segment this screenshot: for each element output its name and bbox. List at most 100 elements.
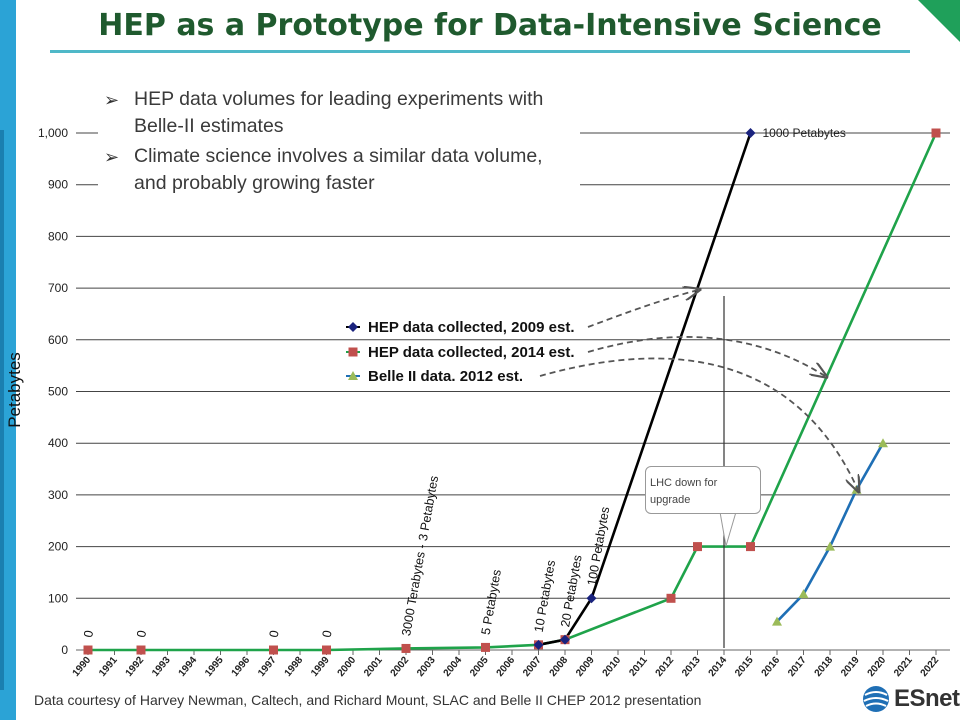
x-tick-label: 1999 (309, 655, 332, 679)
y-axis-title: Petabytes (5, 352, 24, 428)
x-tick-label: 2004 (442, 655, 465, 679)
y-tick-label: 800 (48, 229, 68, 243)
data-point (481, 642, 490, 652)
x-tick-label: 1993 (150, 655, 173, 679)
data-label: 0 (320, 629, 335, 638)
data-label: 10 Petabytes (532, 559, 558, 633)
x-tick-label: 2017 (786, 655, 809, 679)
legend-marker (348, 322, 358, 332)
x-tick-label: 2018 (813, 655, 836, 679)
data-point (322, 645, 331, 655)
y-tick-label: 0 (61, 643, 68, 657)
arrow-bullet-icon: ➢ (104, 90, 120, 110)
y-tick-label: 300 (48, 488, 68, 502)
source-footer: Data courtesy of Harvey Newman, Caltech,… (34, 692, 702, 708)
x-tick-label: 2013 (680, 655, 703, 679)
y-tick-label: 400 (48, 436, 68, 450)
legend-label: HEP data collected, 2014 est. (368, 344, 575, 361)
x-tick-label: 2001 (362, 655, 385, 679)
esnet-logo-text: ESnet (894, 685, 960, 712)
data-label: 0 (81, 629, 96, 638)
x-tick-label: 2010 (601, 655, 624, 679)
series-line (776, 442, 885, 623)
x-tick-label: 2011 (627, 655, 650, 679)
y-tick-label: 600 (48, 333, 68, 347)
data-point (931, 128, 941, 138)
data-point (560, 634, 570, 645)
data-point (745, 128, 756, 138)
legend-label: Belle II data. 2012 est. (368, 368, 523, 385)
data-point (586, 593, 597, 604)
legend-arrow (587, 290, 698, 328)
left-accent-bar (0, 0, 16, 720)
x-tick-label: 2009 (574, 655, 597, 679)
legend-marker (348, 347, 358, 357)
callout-pointer (719, 511, 737, 547)
series-line (88, 132, 938, 652)
y-tick-label: 900 (48, 178, 68, 192)
data-point (772, 616, 782, 626)
data-point (746, 542, 755, 552)
y-tick-label: 200 (48, 540, 68, 554)
series-line (538, 132, 752, 647)
bullet-item: ➢ HEP data volumes for leading experimen… (104, 86, 574, 140)
x-tick-label: 1991 (97, 655, 120, 679)
callout-line: upgrade (650, 494, 691, 506)
data-point (136, 645, 146, 655)
data-label: 5 Petabytes (479, 568, 504, 635)
esnet-globe-icon (863, 686, 889, 712)
x-tick-label: 2019 (839, 655, 862, 679)
data-point (693, 542, 702, 552)
lhc-callout: LHC down for upgrade (645, 466, 761, 514)
x-tick-label: 2012 (654, 655, 677, 679)
data-point (83, 645, 93, 655)
x-tick-label: 2007 (521, 655, 544, 679)
left-accent-stripe (0, 130, 4, 690)
y-tick-label: 100 (48, 591, 68, 605)
esnet-logo: ESnet (862, 685, 960, 713)
x-tick-label: 2021 (892, 655, 915, 679)
x-tick-label: 1995 (203, 655, 226, 679)
x-tick-label: 1998 (283, 655, 306, 679)
x-tick-label: 2020 (866, 655, 889, 679)
data-label: 0 (134, 629, 149, 638)
data-point (269, 645, 278, 655)
corner-triangle (918, 0, 960, 42)
data-label: 0 (267, 629, 282, 638)
title-underline (50, 50, 910, 53)
bullet-text: Climate science involves a similar data … (134, 145, 543, 194)
data-point (666, 593, 676, 603)
legend-marker (348, 371, 358, 380)
x-tick-label: 1992 (124, 655, 147, 679)
x-tick-label: 2000 (336, 655, 359, 679)
x-tick-label: 1994 (177, 655, 200, 679)
legend-arrow (539, 357, 858, 490)
data-point (798, 589, 809, 599)
data-label: 3000 Terabytes - 3 Petabytes (399, 475, 441, 637)
data-point (825, 541, 835, 551)
bullet-list: ➢ HEP data volumes for leading experimen… (98, 84, 580, 202)
peak-label: 1000 Petabytes (763, 126, 846, 140)
x-tick-label: 1996 (230, 655, 253, 679)
x-tick-label: 2006 (495, 655, 518, 679)
callout-line: LHC down for (650, 477, 718, 489)
y-tick-label: 700 (48, 281, 68, 295)
x-tick-label: 2022 (919, 655, 942, 679)
data-point (878, 438, 888, 448)
arrow-bullet-icon: ➢ (104, 147, 120, 167)
x-tick-label: 2016 (760, 655, 783, 679)
y-tick-label: 500 (48, 385, 68, 399)
x-tick-label: 1997 (256, 655, 279, 679)
x-tick-label: 2008 (548, 655, 571, 679)
slide-title: HEP as a Prototype for Data-Intensive Sc… (98, 8, 882, 43)
legend-arrow (587, 336, 825, 376)
x-tick-label: 2003 (415, 655, 438, 679)
x-tick-label: 2014 (707, 655, 730, 679)
x-tick-label: 2002 (389, 655, 412, 679)
bullet-text: HEP data volumes for leading experiments… (134, 88, 544, 137)
x-tick-label: 2015 (733, 655, 756, 679)
legend-label: HEP data collected, 2009 est. (368, 319, 575, 336)
x-tick-label: 1990 (71, 655, 94, 679)
data-point (401, 643, 411, 653)
